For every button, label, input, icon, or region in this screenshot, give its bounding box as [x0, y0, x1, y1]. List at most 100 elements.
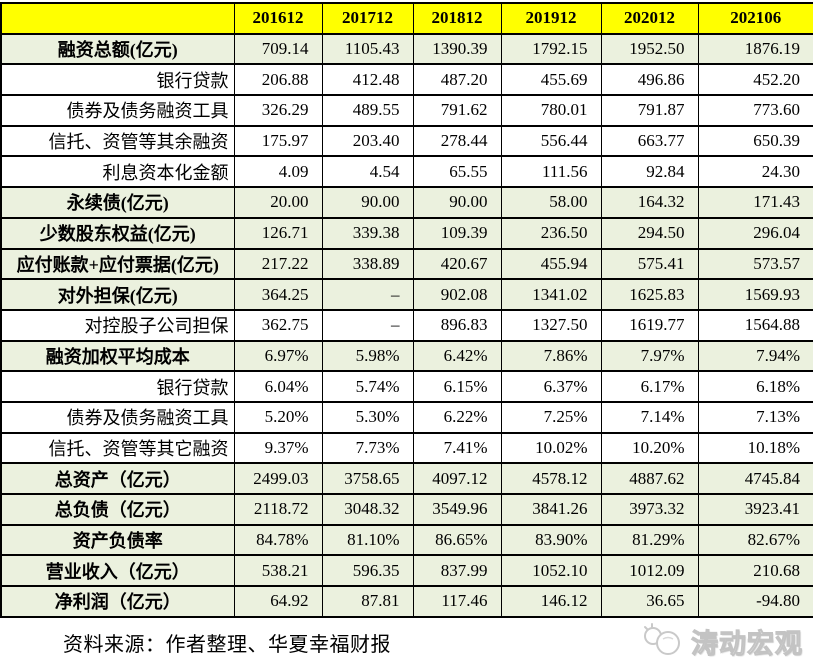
cell-value: 1619.77 [600, 308, 699, 342]
table-row: 对外担保(亿元) 364.25 – 902.08 1341.02 1625.83… [0, 278, 813, 311]
cell-value: 146.12 [500, 585, 602, 618]
cell-value: 171.43 [697, 186, 813, 219]
row-label: 融资总额(亿元) [0, 32, 235, 66]
cell-value: 487.20 [412, 63, 502, 97]
row-label: 银行贷款 [0, 370, 235, 403]
cell-value: 575.41 [600, 247, 699, 281]
row-label: 营业收入（亿元） [0, 554, 235, 588]
table-row: 少数股东权益(亿元) 126.71 339.38 109.39 236.50 2… [0, 216, 813, 250]
cell-value: 362.75 [233, 308, 323, 342]
cell-value: 4.54 [321, 155, 414, 189]
cell-value: 1569.93 [697, 278, 813, 311]
cell-value: 780.01 [500, 94, 602, 127]
cell-value: 1876.19 [697, 32, 813, 66]
cell-value: 1105.43 [321, 32, 414, 66]
cell-value: 7.94% [697, 339, 813, 373]
cell-value: 90.00 [412, 186, 502, 219]
watermark-text: 涛动宏观 [691, 629, 803, 660]
cell-value: 236.50 [500, 216, 602, 250]
cell-value: 2499.03 [233, 462, 323, 495]
cell-value: 111.56 [500, 155, 602, 189]
column-header-201712: 201712 [321, 2, 414, 35]
cell-value: 81.29% [600, 523, 699, 557]
row-label: 对控股子公司担保 [0, 308, 235, 342]
cell-value: 81.10% [321, 523, 414, 557]
cell-value: 10.20% [600, 431, 699, 465]
cell-value: 6.15% [412, 370, 502, 403]
cell-value: 175.97 [233, 124, 323, 158]
row-label: 债券及债务融资工具 [0, 94, 235, 127]
financial-data-table: 201612 201712 201812 201912 202012 20210… [0, 2, 813, 618]
column-header-202106: 202106 [697, 2, 813, 35]
table-row: 总资产（亿元） 2499.03 3758.65 4097.12 4578.12 … [0, 462, 813, 495]
cell-value: 83.90% [500, 523, 602, 557]
cell-value: 6.37% [500, 370, 602, 403]
cell-value: 709.14 [233, 32, 323, 66]
cell-value: -94.80 [697, 585, 813, 618]
cell-value: 3048.32 [321, 493, 414, 526]
cell-value: 6.22% [412, 400, 502, 434]
cell-value: 84.78% [233, 523, 323, 557]
cell-value: 203.40 [321, 124, 414, 158]
cell-value: 663.77 [600, 124, 699, 158]
cell-value: 650.39 [697, 124, 813, 158]
cell-value: 489.55 [321, 94, 414, 127]
cell-value: 206.88 [233, 63, 323, 97]
cell-value: 58.00 [500, 186, 602, 219]
cell-value: 20.00 [233, 186, 323, 219]
row-label: 净利润（亿元） [0, 585, 235, 618]
table-row: 银行贷款 206.88 412.48 487.20 455.69 496.86 … [0, 63, 813, 97]
cell-value: 1012.09 [600, 554, 699, 588]
cell-value: 1952.50 [600, 32, 699, 66]
table-row: 对控股子公司担保 362.75 – 896.83 1327.50 1619.77… [0, 308, 813, 342]
table-row: 资产负债率 84.78% 81.10% 86.65% 83.90% 81.29%… [0, 523, 813, 557]
source-note: 资料来源：作者整理、华夏幸福财报 [63, 634, 391, 656]
row-label: 银行贷款 [0, 63, 235, 97]
cell-value: 773.60 [697, 94, 813, 127]
cell-value: 9.37% [233, 431, 323, 465]
cell-value: 3549.96 [412, 493, 502, 526]
cell-value: 3923.41 [697, 493, 813, 526]
column-header-201812: 201812 [412, 2, 502, 35]
cell-value: 92.84 [600, 155, 699, 189]
cell-value: 36.65 [600, 585, 699, 618]
cell-value: 573.57 [697, 247, 813, 281]
cell-value: 556.44 [500, 124, 602, 158]
cell-value: 412.48 [321, 63, 414, 97]
row-label: 利息资本化金额 [0, 155, 235, 189]
column-header-201612: 201612 [233, 2, 323, 35]
table-row: 信托、资管等其它融资 9.37% 7.73% 7.41% 10.02% 10.2… [0, 431, 813, 465]
cell-value: 7.13% [697, 400, 813, 434]
cell-value: 791.87 [600, 94, 699, 127]
cell-value: 338.89 [321, 247, 414, 281]
cell-value: 3841.26 [500, 493, 602, 526]
row-label: 资产负债率 [0, 523, 235, 557]
cell-value: 5.20% [233, 400, 323, 434]
row-label: 永续债(亿元) [0, 186, 235, 219]
table-row: 债券及债务融资工具 5.20% 5.30% 6.22% 7.25% 7.14% … [0, 400, 813, 434]
cell-value: 4887.62 [600, 462, 699, 495]
cell-value: 6.04% [233, 370, 323, 403]
cell-value: 339.38 [321, 216, 414, 250]
cell-value: 896.83 [412, 308, 502, 342]
row-label: 总负债（亿元） [0, 493, 235, 526]
row-label: 债券及债务融资工具 [0, 400, 235, 434]
cell-value: 126.71 [233, 216, 323, 250]
row-label: 融资加权平均成本 [0, 339, 235, 373]
cell-value: 217.22 [233, 247, 323, 281]
cell-value: – [321, 308, 414, 342]
cell-value: 1792.15 [500, 32, 602, 66]
table-row: 利息资本化金额 4.09 4.54 65.55 111.56 92.84 24.… [0, 155, 813, 189]
cell-value: 4578.12 [500, 462, 602, 495]
row-label: 对外担保(亿元) [0, 278, 235, 311]
cell-value: 420.67 [412, 247, 502, 281]
cell-value: 164.32 [600, 186, 699, 219]
row-label: 总资产（亿元） [0, 462, 235, 495]
cell-value: 3973.32 [600, 493, 699, 526]
row-label: 信托、资管等其余融资 [0, 124, 235, 158]
table-row: 总负债（亿元） 2118.72 3048.32 3549.96 3841.26 … [0, 493, 813, 526]
table-row: 永续债(亿元) 20.00 90.00 90.00 58.00 164.32 1… [0, 186, 813, 219]
table-row: 银行贷款 6.04% 5.74% 6.15% 6.37% 6.17% 6.18% [0, 370, 813, 403]
cell-value: 4.09 [233, 155, 323, 189]
